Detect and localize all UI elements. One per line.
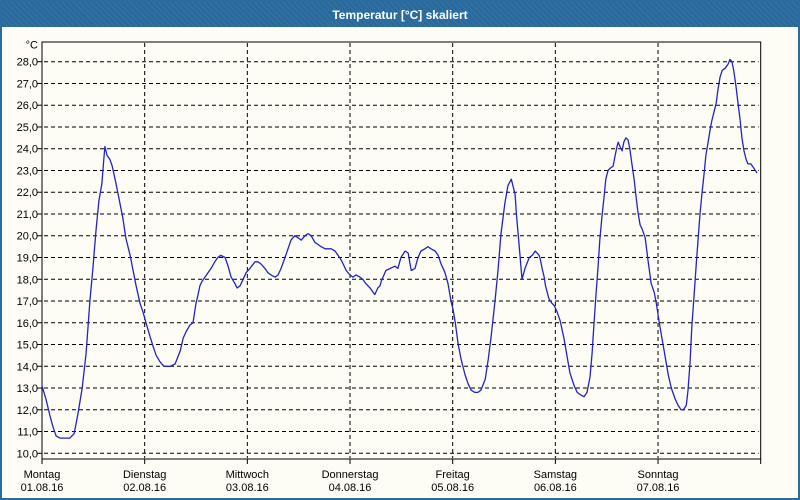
y-axis-tick-label: 10,0 [17, 448, 38, 460]
y-axis-tick-label: 18,0 [17, 274, 38, 286]
y-axis-tick-label: 28,0 [17, 57, 38, 69]
day-date-label: 05.08.16 [431, 482, 474, 494]
day-name-label: Donnerstag [322, 469, 379, 481]
y-axis-tick-label: 15,0 [17, 340, 38, 352]
day-date-label: 04.08.16 [329, 482, 372, 494]
day-name-label: Dienstag [123, 469, 166, 481]
y-axis-tick-label: 13,0 [17, 383, 38, 395]
y-axis-tick-label: 24,0 [17, 144, 38, 156]
day-name-label: Freitag [436, 469, 470, 481]
temperature-chart: 28,0 27,0 26,0 25,0 24,0 23,0 22,0 21,0 20,0 19,0… [17, 40, 762, 494]
day-date-label: 01.08.16 [21, 482, 64, 494]
day-name-label: Samstag [534, 469, 577, 481]
y-axis-tick-label: 11,0 [17, 427, 38, 439]
y-axis-tick-label: 23,0 [17, 165, 38, 177]
day-name-label: Mittwoch [226, 469, 269, 481]
y-axis-tick-label: 27,0 [17, 78, 38, 90]
y-axis-tick-label: 20,0 [17, 231, 38, 243]
title-bar: Temperatur [°C] skaliert [2, 2, 798, 27]
y-axis-tick-label: 14,0 [17, 361, 38, 373]
y-axis-tick-label: 21,0 [17, 209, 38, 221]
day-date-label: 06.08.16 [534, 482, 577, 494]
y-axis-tick-label: 16,0 [17, 318, 38, 330]
temperature-line [41, 58, 758, 439]
y-axis-tick-label: 12,0 [17, 405, 38, 417]
day-date-label: 03.08.16 [226, 482, 269, 494]
y-axis-unit-label: °C [26, 40, 38, 52]
y-axis-tick-label: 22,0 [17, 187, 38, 199]
y-axis-tick-label: 17,0 [17, 296, 38, 308]
y-axis-tick-label: 26,0 [17, 100, 38, 112]
window-title: Temperatur [°C] skaliert [332, 7, 468, 22]
day-date-label: 02.08.16 [123, 482, 166, 494]
y-axis-tick-label: 25,0 [17, 122, 38, 134]
day-name-label: Montag [24, 469, 61, 481]
y-axis-tick-label: 19,0 [17, 252, 38, 264]
day-name-label: Sonntag [638, 469, 679, 481]
day-date-label: 07.08.16 [637, 482, 680, 494]
plot-border [41, 41, 762, 460]
